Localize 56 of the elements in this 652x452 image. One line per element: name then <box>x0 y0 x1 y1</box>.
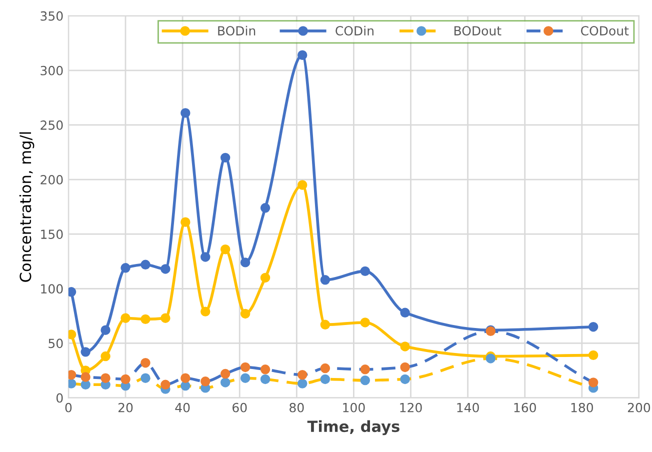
y-tick-label: 350 <box>40 11 63 21</box>
y-tick-label: 0 <box>56 393 63 403</box>
y-tick-label: 150 <box>41 230 63 239</box>
x-tick-label: 140 <box>457 402 479 412</box>
legend-label: BODin <box>218 26 256 36</box>
point <box>120 313 130 323</box>
x-tick-label: 120 <box>400 402 422 412</box>
y-tick-label: 100 <box>41 284 63 294</box>
point <box>298 180 308 190</box>
point <box>160 264 170 274</box>
x-axis-title: Time, days <box>307 420 400 436</box>
point <box>100 325 110 335</box>
point <box>320 275 330 285</box>
point <box>260 272 270 283</box>
point <box>298 50 308 60</box>
x-tick-label: 0 <box>65 402 72 412</box>
point <box>220 244 230 254</box>
point <box>200 306 210 316</box>
point <box>360 266 370 276</box>
point <box>140 314 150 324</box>
point <box>100 351 110 362</box>
point <box>140 260 150 270</box>
point <box>400 308 410 318</box>
point <box>200 252 210 262</box>
y-tick-label: 300 <box>40 66 63 76</box>
x-tick-label: 160 <box>514 402 536 412</box>
point <box>360 318 370 328</box>
y-tick-label: 200 <box>40 174 63 184</box>
point <box>240 308 250 319</box>
point <box>220 152 230 163</box>
x-tick-label: 100 <box>343 402 365 412</box>
point <box>400 342 410 352</box>
point <box>180 108 190 118</box>
point <box>260 203 270 213</box>
legend-label: CODin <box>336 26 374 36</box>
legend-label: CODout <box>580 26 629 36</box>
point <box>160 313 170 323</box>
point <box>320 320 330 330</box>
x-tick-label: 40 <box>175 402 190 412</box>
x-tick-label: 60 <box>232 402 247 412</box>
x-tick-label: 80 <box>290 402 304 412</box>
point <box>240 258 250 268</box>
point <box>588 350 598 360</box>
point <box>180 217 190 227</box>
x-tick-label: 180 <box>571 402 594 412</box>
y-tick-label: 250 <box>40 120 63 130</box>
point <box>80 347 90 357</box>
x-tick-label: 200 <box>628 402 650 412</box>
point <box>120 263 130 273</box>
y-tick-label: 50 <box>48 338 63 348</box>
point <box>68 287 76 297</box>
point <box>588 322 598 332</box>
point <box>68 330 76 340</box>
x-tick-label: 20 <box>118 402 133 412</box>
y-axis-title: Concentration, mg/l <box>19 132 34 282</box>
legend-label: BODout <box>454 26 502 36</box>
